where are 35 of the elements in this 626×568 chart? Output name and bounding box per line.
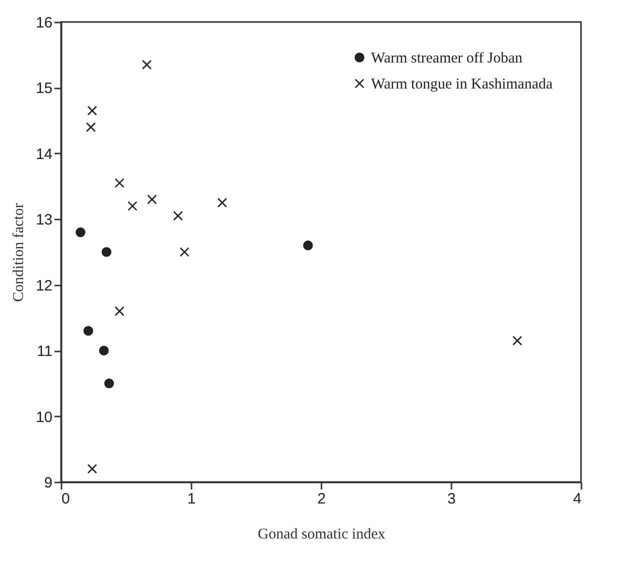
point <box>173 210 183 221</box>
x-tick-label: 4 <box>573 490 582 508</box>
point <box>180 247 190 257</box>
legend-label: Warm streamer off Joban <box>371 50 523 66</box>
point <box>142 60 152 70</box>
y-tick-label: 16 <box>36 14 52 32</box>
point <box>512 336 522 346</box>
x-tick-label: 0 <box>62 490 70 508</box>
x-tick-label: 3 <box>447 490 456 508</box>
legend-label: Warm tongue in Kashimanada <box>371 76 553 92</box>
y-tick-label: 12 <box>36 277 52 294</box>
y-tick-label: 11 <box>36 343 52 360</box>
point <box>128 201 138 211</box>
point <box>87 106 98 116</box>
point <box>87 464 98 474</box>
point <box>217 198 228 208</box>
y-tick-label: 15 <box>36 80 52 98</box>
y-tick-label: 9 <box>44 474 52 492</box>
y-tick-label: 10 <box>36 408 52 426</box>
x-tick-label: 2 <box>317 490 326 508</box>
point <box>114 306 124 316</box>
point <box>83 326 94 336</box>
point <box>147 194 157 204</box>
point <box>76 227 86 238</box>
point <box>102 247 112 257</box>
point <box>86 122 96 132</box>
point <box>303 240 313 250</box>
y-tick-label: 13 <box>36 212 52 229</box>
point <box>104 378 114 388</box>
point <box>114 178 124 188</box>
x-tick-label: 1 <box>187 490 196 508</box>
point <box>99 346 109 356</box>
y-axis-title: Condition factor <box>10 203 27 302</box>
y-tick-label: 14 <box>36 146 52 163</box>
x-axis-title: Gonad somatic index <box>258 526 386 542</box>
